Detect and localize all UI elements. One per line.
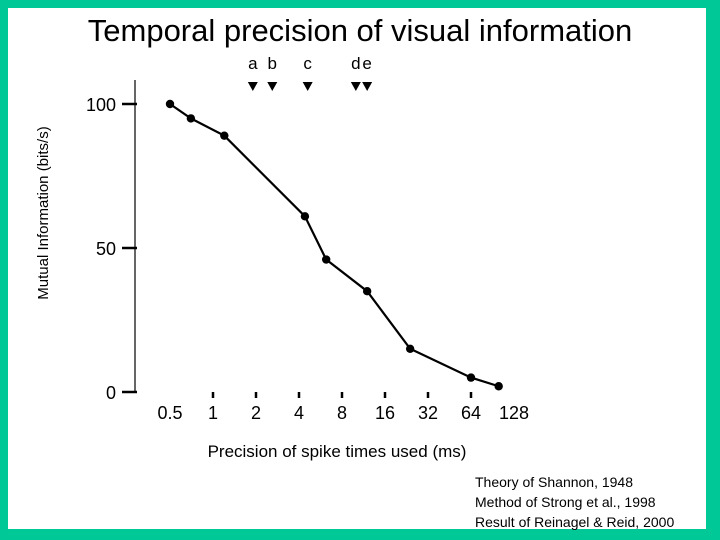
data-point bbox=[165, 99, 175, 109]
x-tick-label: 0.5 bbox=[157, 403, 182, 423]
x-tick-label: 64 bbox=[461, 403, 481, 423]
marker-label-b: b bbox=[268, 54, 277, 73]
data-point bbox=[186, 114, 196, 123]
y-tick-label: 0 bbox=[106, 383, 116, 403]
x-tick-label: 32 bbox=[418, 403, 438, 423]
marker-triangle-c bbox=[302, 82, 313, 91]
x-tick-label: 128 bbox=[499, 403, 529, 423]
slide bbox=[8, 8, 706, 529]
marker-triangle-b bbox=[267, 82, 278, 91]
marker-label-d: d bbox=[351, 54, 360, 73]
data-point bbox=[362, 287, 372, 296]
marker-label-c: c bbox=[303, 54, 312, 73]
y-axis-title: Mutual Information (bits/s) bbox=[35, 126, 52, 299]
page-title: Temporal precision of visual information bbox=[87, 13, 633, 48]
y-tick-label: 50 bbox=[96, 239, 116, 259]
x-tick-label: 16 bbox=[375, 403, 395, 423]
data-point bbox=[466, 373, 476, 382]
x-axis-title: Precision of spike times used (ms) bbox=[208, 442, 467, 461]
y-tick-label: 100 bbox=[86, 95, 116, 115]
x-tick-label: 1 bbox=[208, 403, 218, 423]
data-point bbox=[405, 344, 415, 353]
marker-label-a: a bbox=[248, 54, 258, 73]
credit-theory: Theory of Shannon, 1948 bbox=[475, 474, 634, 490]
data-point bbox=[494, 382, 503, 391]
x-tick-label: 4 bbox=[294, 403, 304, 423]
marker-label-e: e bbox=[362, 54, 371, 73]
marker-triangle-e bbox=[362, 82, 373, 91]
chart-axes: 0 50 100 0.5 1 2 4 8 16 32 64 128 Precision of spike… bbox=[35, 80, 529, 461]
chart-series bbox=[165, 99, 503, 391]
series-line bbox=[169, 103, 500, 388]
data-point bbox=[321, 255, 331, 264]
marker-triangle-d bbox=[350, 82, 361, 91]
x-tick-label: 2 bbox=[251, 403, 261, 423]
credit-result: Result of Reinagel & Reid, 2000 bbox=[475, 514, 675, 530]
data-point bbox=[300, 212, 310, 221]
data-point bbox=[220, 131, 229, 140]
credit-method: Method of Strong et al., 1998 bbox=[475, 494, 656, 510]
marker-triangle-a bbox=[247, 82, 258, 91]
x-tick-label: 8 bbox=[337, 403, 347, 423]
